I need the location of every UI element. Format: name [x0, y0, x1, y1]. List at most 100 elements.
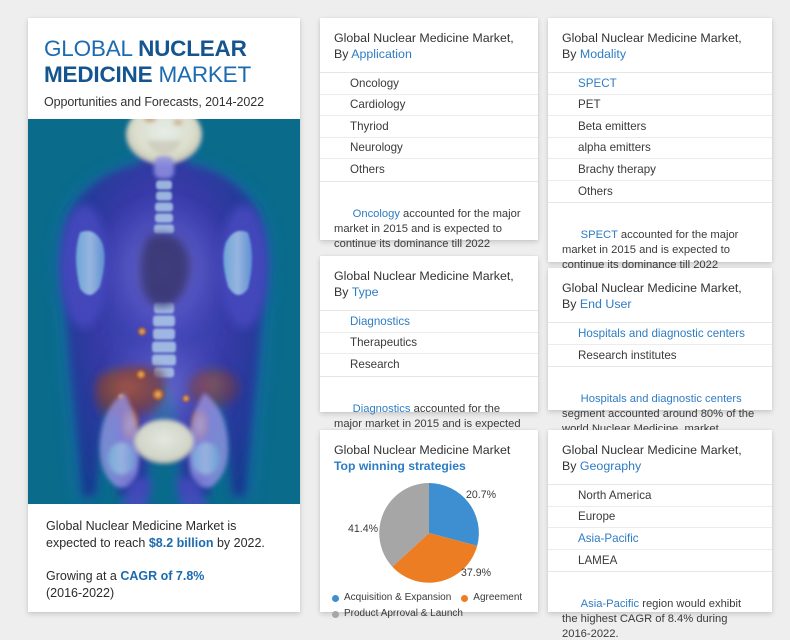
list-item[interactable]: Neurology	[320, 138, 538, 159]
page-title: GLOBAL NUCLEAR MEDICINE MARKET	[44, 36, 284, 88]
card-note: Asia-Pacific region would exhibit the hi…	[548, 571, 772, 640]
list-item[interactable]: Thyriod	[320, 116, 538, 138]
list-item[interactable]: Oncology	[320, 73, 538, 95]
list-item[interactable]: Research institutes	[578, 348, 677, 362]
note-accent-term: Oncology	[352, 207, 400, 220]
pie-label-agreement: 37.9%	[461, 567, 492, 579]
list-item[interactable]: Therapeutics	[320, 333, 538, 354]
note-body: accounted for the major market in 2015 a…	[334, 207, 524, 250]
legend-swatch-icon	[461, 594, 469, 602]
stat1-value: $8.2 billion	[148, 536, 214, 550]
segment-list: Hospitals and diagnostic centers Researc…	[548, 322, 772, 366]
hero-stat-market-size: Global Nuclear Medicine Market is expect…	[46, 518, 282, 552]
card-title: Global Nuclear Medicine Market, By End U…	[548, 268, 772, 322]
legend-swatch-icon	[332, 594, 339, 602]
card-title-accent: Type	[351, 285, 379, 299]
card-title: Global Nuclear Medicine Market, By Modal…	[548, 18, 772, 72]
legend-label: Product Aprroval & Launch	[344, 608, 463, 619]
stat2-prefix: Growing at a	[46, 569, 121, 583]
card-by-application: Global Nuclear Medicine Market, By Appli…	[320, 18, 538, 250]
card-title: Global Nuclear Medicine Market, By Appli…	[320, 18, 538, 72]
card-title-prefix: Global Nuclear Medicine Market,	[334, 269, 514, 283]
card-title-by: By	[562, 297, 580, 311]
pie-slice-agreement[interactable]	[392, 533, 478, 583]
pie-chart-area: 20.7% 37.9% 41.4%	[320, 479, 538, 587]
chart-title: Global Nuclear Medicine Market	[334, 443, 511, 457]
hero-footer: Global Nuclear Medicine Market is expect…	[28, 504, 300, 612]
segment-list: SPECT PET Beta emitters alpha emitters B…	[548, 72, 772, 202]
card-title-by: By	[334, 47, 352, 61]
list-item[interactable]: alpha emitters	[548, 138, 772, 159]
hero-title-block: GLOBAL NUCLEAR MEDICINE MARKET Opportuni…	[28, 18, 300, 119]
title-word-medicine: MEDICINE	[44, 62, 159, 87]
legend-item-agreement[interactable]: Agreement	[461, 591, 522, 605]
legend-label: Acquisition & Expansion	[344, 592, 452, 603]
card-note: Oncology accounted for the major market …	[320, 180, 538, 279]
card-by-modality: Global Nuclear Medicine Market, By Modal…	[548, 18, 772, 271]
list-item[interactable]: Europe	[548, 507, 772, 528]
list-item[interactable]: Brachy therapy	[548, 159, 772, 181]
card-title-prefix: Global Nuclear Medicine Market,	[562, 281, 742, 295]
list-item[interactable]: Asia-Pacific	[548, 528, 772, 550]
card-by-type: Global Nuclear Medicine Market, By Type …	[320, 256, 538, 445]
card-title-accent: End User	[579, 297, 632, 311]
card-title-prefix: Global Nuclear Medicine Market,	[334, 31, 514, 45]
note-accent-term: Diagnostics	[352, 402, 411, 415]
list-item[interactable]: Others	[578, 184, 613, 198]
chart-subtitle: Top winning strategies	[334, 459, 466, 473]
list-item[interactable]: LAMEA	[578, 553, 618, 567]
card-title-by: By	[562, 47, 580, 61]
list-item[interactable]: PET	[548, 95, 772, 116]
card-by-geography: Global Nuclear Medicine Market, By Geogr…	[548, 430, 772, 640]
hero-stat-cagr: Growing at a CAGR of 7.8% (2016-2022)	[46, 568, 282, 602]
stat1-prefix: Global Nuclear Medicine Market is expect…	[46, 519, 237, 550]
legend-item-product-approval-launch[interactable]: Product Aprroval & Launch	[332, 607, 463, 621]
list-item[interactable]: Cardiology	[320, 95, 538, 116]
card-title-prefix: Global Nuclear Medicine Market,	[562, 443, 742, 457]
stat2-value: CAGR of 7.8%	[120, 569, 205, 583]
card-top-winning-strategies: Global Nuclear Medicine Market Top winni…	[320, 430, 538, 619]
note-accent-term: SPECT	[580, 229, 618, 241]
stat1-suffix: by 2022.	[213, 536, 265, 550]
stat2-suffix: (2016-2022)	[46, 586, 115, 600]
hero-card: GLOBAL NUCLEAR MEDICINE MARKET Opportuni…	[28, 18, 300, 612]
list-item[interactable]: SPECT	[548, 73, 772, 95]
pie-slice-product-approval-launch[interactable]	[379, 483, 429, 567]
card-title-prefix: Global Nuclear Medicine Market,	[562, 31, 742, 45]
segment-list: North America Europe Asia-Pacific LAMEA	[548, 484, 772, 571]
note-accent-term: Asia-Pacific	[580, 598, 640, 610]
legend-label: Agreement	[473, 592, 523, 603]
legend-item-acquisition-expansion[interactable]: Acquisition & Expansion	[332, 591, 451, 605]
page-subtitle: Opportunities and Forecasts, 2014-2022	[44, 95, 264, 109]
list-item[interactable]: Research	[350, 358, 400, 372]
chart-legend: Acquisition & Expansion Agreement Produc…	[320, 587, 538, 621]
card-title-accent: Application	[351, 47, 412, 61]
card-title: Global Nuclear Medicine Market, By Geogr…	[548, 430, 772, 484]
pie-slice-acquisition-expansion[interactable]	[429, 483, 479, 546]
list-item[interactable]: Others	[350, 163, 385, 177]
pie-label-product-approval-launch: 41.4%	[348, 523, 379, 535]
pie-label-acquisition-expansion: 20.7%	[466, 489, 497, 501]
list-item[interactable]: North America	[548, 485, 772, 507]
note-body: region would exhibit the highest CAGR of…	[562, 598, 745, 640]
title-word-global: GLOBAL	[44, 36, 139, 61]
segment-list: Diagnostics Therapeutics Research	[320, 310, 538, 376]
card-title-by: By	[562, 459, 580, 473]
card-title-accent: Modality	[579, 47, 627, 61]
legend-swatch-icon	[332, 610, 339, 618]
list-item[interactable]: Hospitals and diagnostic centers	[548, 323, 772, 345]
pet-ct-scan-graphic	[28, 119, 300, 504]
title-word-nuclear: NUCLEAR	[138, 36, 247, 61]
card-title-by: By	[334, 285, 352, 299]
chart-header: Global Nuclear Medicine Market Top winni…	[320, 430, 538, 479]
title-word-market: MARKET	[158, 62, 252, 87]
note-accent-term: Hospitals and diagnostic centers	[580, 393, 742, 405]
segment-list: Oncology Cardiology Thyriod Neurology Ot…	[320, 72, 538, 181]
card-title-accent: Geography	[579, 459, 642, 473]
pet-ct-scan-image	[28, 119, 300, 504]
list-item[interactable]: Beta emitters	[548, 116, 772, 138]
card-title: Global Nuclear Medicine Market, By Type	[320, 256, 538, 310]
pie-chart-graphic	[379, 483, 479, 583]
list-item[interactable]: Diagnostics	[320, 311, 538, 333]
